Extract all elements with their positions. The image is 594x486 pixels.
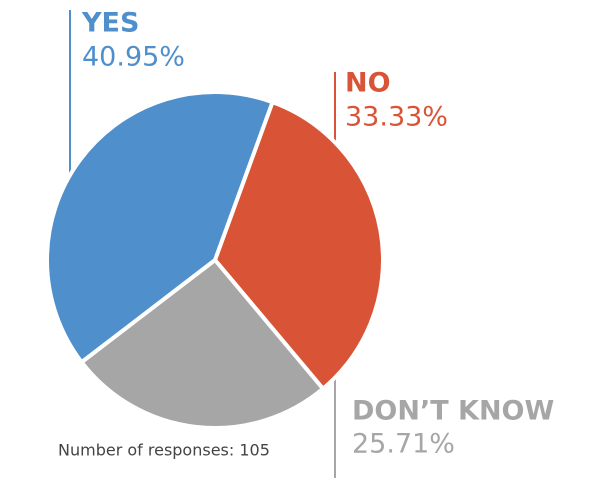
pie xyxy=(45,90,385,430)
footnote: Number of responses: 105 xyxy=(58,441,270,460)
slice-value: 25.71% xyxy=(352,429,455,460)
pie-slice xyxy=(45,90,275,365)
slice-label: DON’T KNOW xyxy=(352,396,554,427)
pie-slice xyxy=(79,258,325,430)
slice-label: NO xyxy=(345,68,391,99)
slice-label: YES xyxy=(81,8,139,39)
slice-value: 40.95% xyxy=(82,42,185,73)
pie-slice xyxy=(213,100,385,391)
slice-value: 33.33% xyxy=(345,102,448,133)
